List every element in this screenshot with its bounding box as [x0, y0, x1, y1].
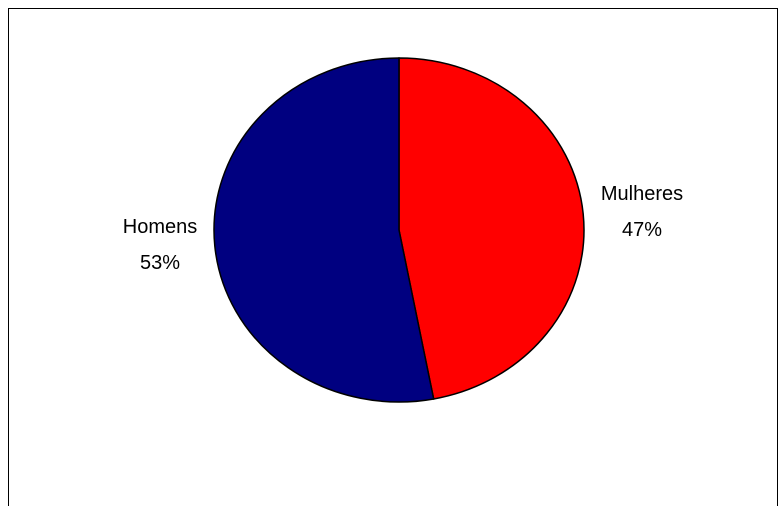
pie-slice-homens: [213, 57, 435, 403]
slice-percent-homens: 53%: [140, 252, 180, 274]
chart-border: [8, 8, 778, 506]
pie-labels: Mulheres 47% Homens 53%: [123, 183, 683, 274]
slice-label-homens: Homens: [123, 216, 197, 238]
slice-label-mulheres: Mulheres: [601, 183, 683, 205]
pie-slices: [213, 57, 585, 403]
pie-slice-mulheres: [398, 57, 585, 400]
slice-percent-mulheres: 47%: [622, 219, 662, 241]
